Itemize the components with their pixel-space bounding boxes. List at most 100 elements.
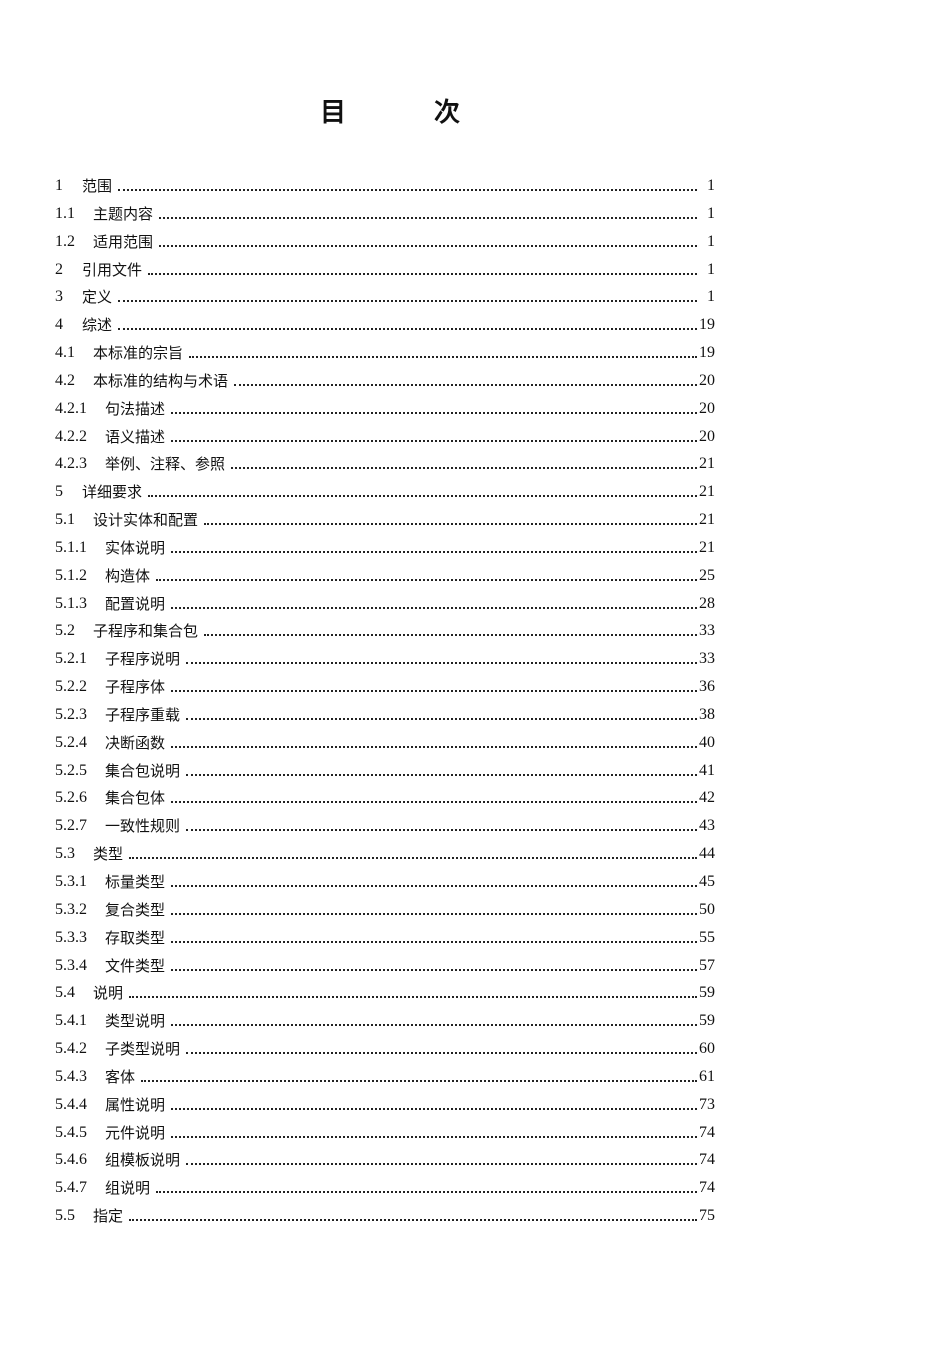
toc-entry[interactable]: 5.4.1 类型说明 59 [55, 1007, 715, 1031]
section-title: 集合包说明 [105, 761, 181, 780]
toc-entry[interactable]: 5.2 子程序和集合包 33 [55, 617, 715, 641]
toc-entry[interactable]: 5.3 类型 44 [55, 840, 715, 864]
toc-entry[interactable]: 5.2.6 集合包体 42 [55, 784, 715, 808]
page-number: 60 [699, 1040, 715, 1058]
page-number: 59 [699, 984, 715, 1002]
toc-entry[interactable]: 4 综述 19 [55, 311, 715, 335]
page-number: 43 [699, 817, 715, 835]
dot-leader [186, 717, 697, 720]
toc-entry[interactable]: 5.3.2 复合类型 50 [55, 896, 715, 920]
toc-entry[interactable]: 5.1.3 配置说明 28 [55, 590, 715, 614]
dot-leader [171, 885, 697, 887]
section-number: 1.2 [55, 232, 75, 250]
toc-entry[interactable]: 5.4.4 属性说明 73 [55, 1091, 715, 1115]
toc-entry[interactable]: 5.4.7 组说明 74 [55, 1174, 715, 1198]
section-title: 本标准的结构与术语 [93, 371, 229, 390]
page-number: 19 [699, 344, 715, 362]
section-number: 5.3.3 [55, 928, 87, 946]
toc-entry[interactable]: 5.4.2 子类型说明 60 [55, 1035, 715, 1059]
section-number: 5 [55, 483, 63, 501]
section-title: 类型说明 [105, 1012, 166, 1031]
toc-entry[interactable]: 4.2 本标准的结构与术语 20 [55, 367, 715, 391]
toc-entry[interactable]: 5.2.2 子程序体 36 [55, 673, 715, 697]
section-number: 5.1.1 [55, 538, 87, 556]
toc-entry[interactable]: 2 引用文件 1 [55, 256, 715, 280]
page-number: 33 [699, 650, 715, 668]
section-number: 4.2 [55, 371, 75, 389]
section-number: 5.4.7 [55, 1179, 87, 1197]
toc-entry[interactable]: 1.1 主题内容 1 [55, 200, 715, 224]
section-title: 集合包体 [105, 789, 166, 808]
dot-leader [186, 773, 697, 776]
toc-entry[interactable]: 1 范围 1 [55, 172, 715, 196]
page-number: 20 [699, 427, 715, 445]
page-number: 21 [699, 511, 715, 529]
section-title: 定义 [82, 288, 113, 307]
toc-entry[interactable]: 4.2.1 句法描述 20 [55, 395, 715, 419]
toc-entry[interactable]: 5.1 设计实体和配置 21 [55, 506, 715, 530]
toc-entry[interactable]: 4.2.3 举例、注释、参照 21 [55, 450, 715, 474]
toc-entry[interactable]: 5.2.4 决断函数 40 [55, 729, 715, 753]
toc-entry[interactable]: 5 详细要求 21 [55, 478, 715, 502]
dot-leader [171, 606, 697, 609]
dot-leader [171, 745, 697, 748]
page-title: 目 次 [320, 92, 460, 129]
toc-entry[interactable]: 4.1 本标准的宗旨 19 [55, 339, 715, 363]
toc-entry[interactable]: 4.2.2 语义描述 20 [55, 423, 715, 447]
toc-entry[interactable]: 5.4 说明 59 [55, 979, 715, 1003]
toc-entry[interactable]: 5.3.1 标量类型 45 [55, 868, 715, 892]
section-title: 语义描述 [105, 427, 166, 446]
section-title: 存取类型 [105, 928, 166, 947]
section-title: 属性说明 [105, 1095, 166, 1114]
toc-entry[interactable]: 5.4.3 客体 61 [55, 1063, 715, 1087]
toc-entry[interactable]: 5.1.1 实体说明 21 [55, 534, 715, 558]
section-title: 句法描述 [105, 399, 166, 418]
toc-entry[interactable]: 5.3.3 存取类型 55 [55, 924, 715, 948]
page-number: 25 [699, 566, 715, 584]
dot-leader [129, 996, 697, 999]
section-number: 4.2.1 [55, 399, 87, 417]
section-number: 5.4.2 [55, 1040, 87, 1058]
section-title: 配置说明 [105, 594, 166, 613]
section-title: 组说明 [105, 1179, 151, 1198]
dot-leader [118, 328, 697, 331]
page-number: 45 [699, 873, 715, 890]
page-number: 1 [707, 204, 715, 222]
toc-entry[interactable]: 5.2.1 子程序说明 33 [55, 645, 715, 669]
toc-entry[interactable]: 5.2.7 一致性规则 43 [55, 812, 715, 836]
page-number: 20 [699, 371, 715, 389]
dot-leader [171, 550, 697, 553]
section-title: 举例、注释、参照 [105, 455, 226, 474]
section-number: 5.4.4 [55, 1095, 87, 1113]
section-number: 5.4 [55, 984, 75, 1002]
dot-leader [171, 439, 697, 442]
section-number: 5.2.5 [55, 761, 87, 779]
section-title: 子程序重载 [105, 705, 181, 724]
page-number: 50 [699, 900, 715, 918]
section-title: 本标准的宗旨 [93, 344, 184, 363]
page-number: 21 [699, 455, 715, 473]
toc-entry[interactable]: 3 定义 1 [55, 283, 715, 307]
toc-entry[interactable]: 5.2.3 子程序重载 38 [55, 701, 715, 725]
toc-entry[interactable]: 5.5 指定 75 [55, 1202, 715, 1226]
section-title: 实体说明 [105, 538, 166, 557]
toc-entry[interactable]: 5.3.4 文件类型 57 [55, 952, 715, 976]
section-title: 子程序和集合包 [93, 622, 199, 641]
section-title: 类型 [93, 845, 124, 864]
toc-entry[interactable]: 5.4.5 元件说明 74 [55, 1119, 715, 1143]
dot-leader [118, 189, 697, 191]
page-number: 20 [699, 399, 715, 417]
section-title: 一致性规则 [105, 817, 181, 836]
section-number: 5.3.2 [55, 900, 87, 918]
page-number: 21 [699, 538, 715, 556]
page-number: 1 [707, 260, 715, 278]
toc-entry[interactable]: 5.4.6 组模板说明 74 [55, 1146, 715, 1170]
page-number: 41 [699, 761, 715, 779]
toc-entry[interactable]: 1.2 适用范围 1 [55, 228, 715, 252]
title-char-1: 目 [320, 98, 347, 128]
page-number: 19 [699, 316, 715, 334]
toc-entry[interactable]: 5.1.2 构造体 25 [55, 562, 715, 586]
section-number: 5.4.6 [55, 1151, 87, 1169]
toc-entry[interactable]: 5.2.5 集合包说明 41 [55, 757, 715, 781]
section-number: 5.3.1 [55, 873, 87, 890]
